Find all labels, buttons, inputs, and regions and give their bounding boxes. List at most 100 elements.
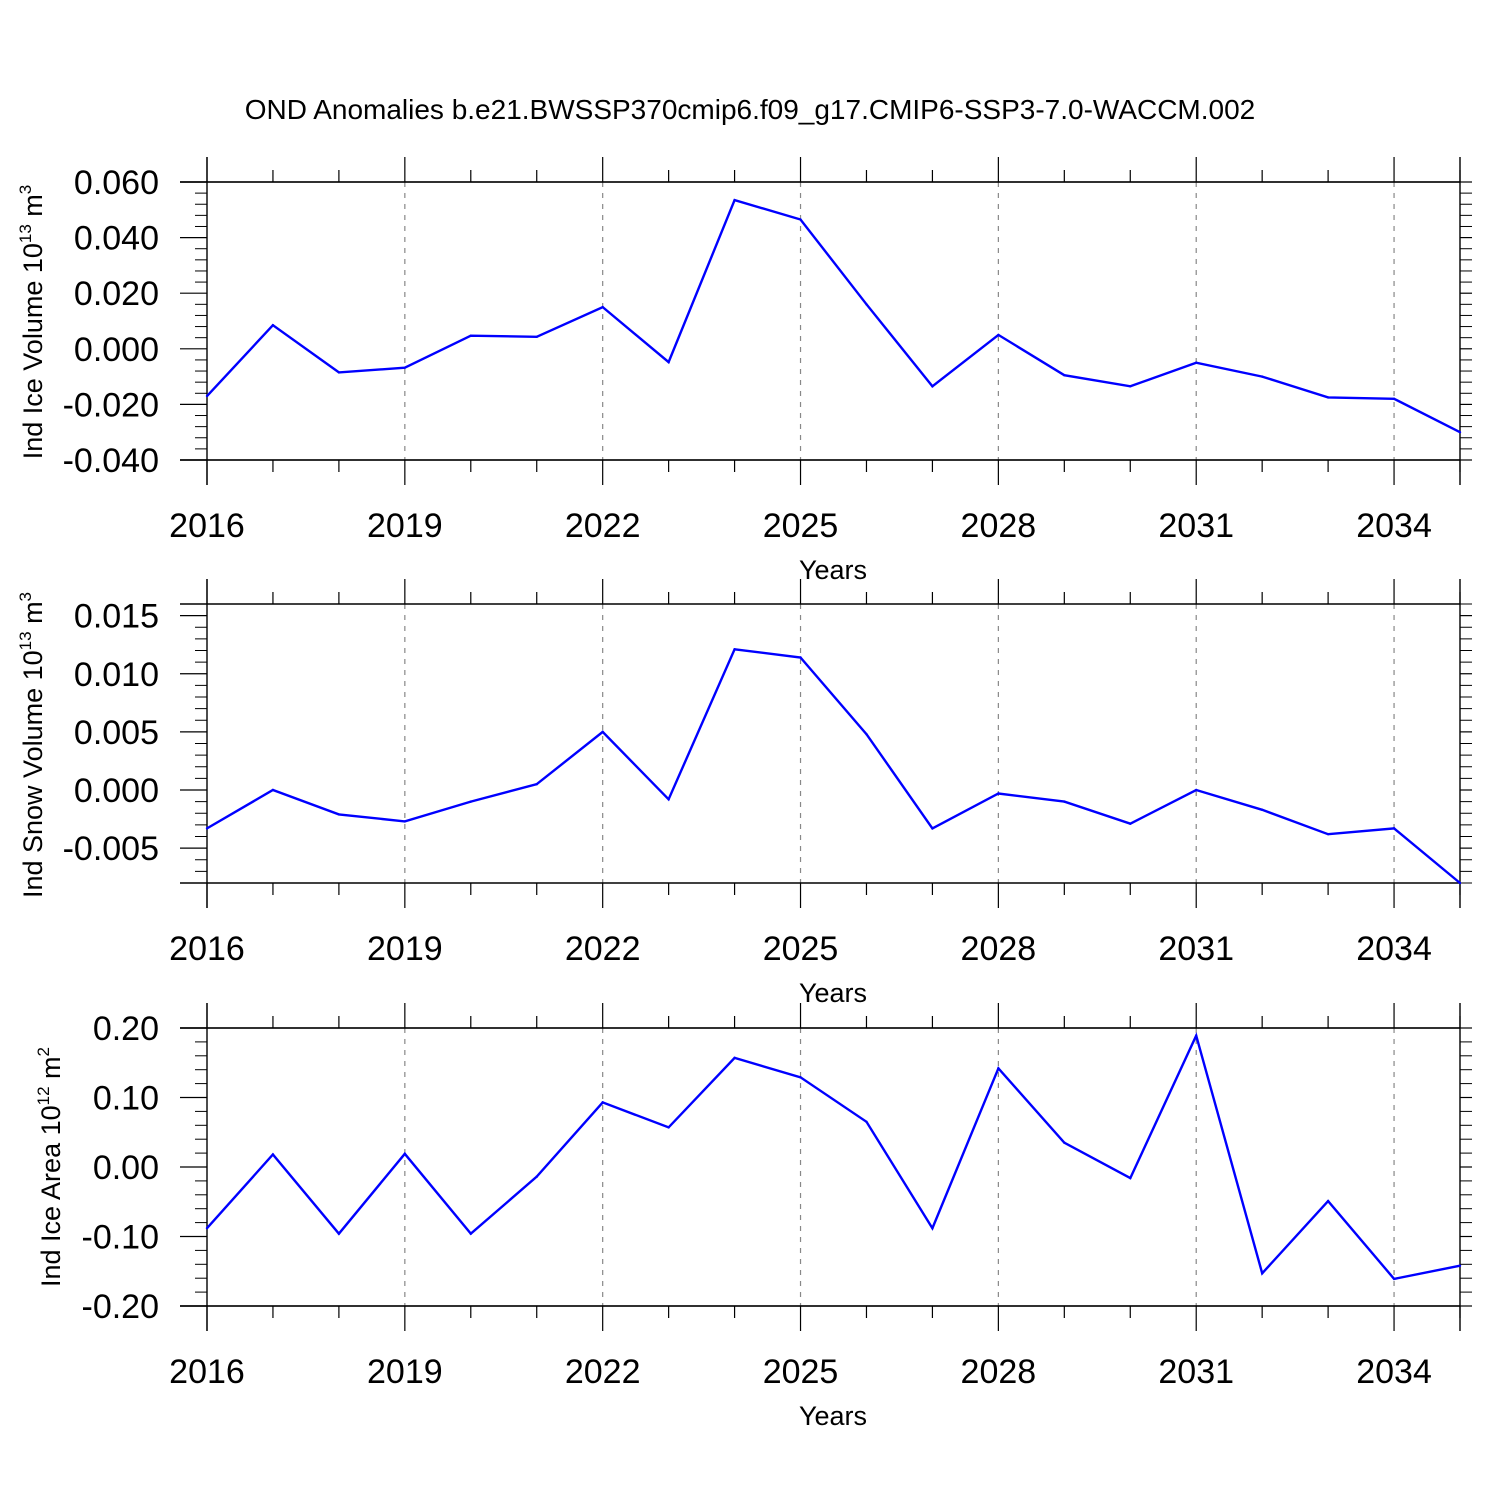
data-point: [667, 798, 670, 801]
data-point: [601, 1101, 604, 1104]
data-point: [865, 303, 868, 306]
data-point: [931, 1226, 934, 1230]
data-point: [205, 394, 209, 398]
data-point: [1195, 788, 1198, 792]
data-point: [1392, 1277, 1396, 1281]
y-tick-label: -0.040: [63, 442, 159, 480]
x-tick-label: 2019: [367, 507, 443, 545]
data-point: [1260, 808, 1264, 811]
x-tick-label: 2031: [1158, 930, 1234, 968]
x-tick-label: 2025: [763, 507, 839, 545]
x-tick-label: 2034: [1356, 1353, 1432, 1391]
y-tick-label: 0.060: [74, 164, 159, 202]
x-tick-label: 2025: [763, 1353, 839, 1391]
data-point: [469, 1232, 472, 1235]
data-point: [337, 371, 341, 374]
y-tick-label: 0.10: [93, 1080, 159, 1118]
data-point: [1260, 375, 1264, 378]
x-tick-label: 2016: [169, 1353, 245, 1391]
data-point: [1458, 431, 1462, 434]
x-tick-label: 2019: [367, 1353, 443, 1391]
data-point: [1063, 374, 1066, 377]
data-point: [205, 1226, 209, 1230]
y-tick-label: 0.00: [93, 1149, 159, 1187]
data-point: [1129, 385, 1132, 388]
data-point: [1326, 1199, 1330, 1203]
data-point: [1392, 827, 1396, 830]
x-tick-label: 2028: [961, 1353, 1037, 1391]
y-axis-label-superscript: 13: [16, 631, 35, 650]
data-point: [271, 1153, 275, 1156]
data-point: [931, 385, 934, 388]
data-point: [733, 648, 736, 651]
data-point: [733, 1056, 736, 1060]
data-point: [1392, 397, 1396, 401]
y-tick-label: 0.015: [74, 598, 159, 636]
x-tick-label: 2022: [565, 930, 641, 968]
series-line: [206, 198, 1461, 434]
data-point: [997, 792, 1000, 795]
x-axis-label: Years: [799, 1401, 867, 1431]
x-tick-label: 2028: [961, 507, 1037, 545]
data-point: [271, 323, 275, 327]
data-point: [799, 1076, 802, 1079]
y-tick-label: 0.000: [74, 331, 159, 369]
data-point: [205, 827, 209, 830]
data-point: [469, 334, 472, 337]
panels: -0.040 -0.020 0.000 0.020 0.040 0.060 2016 2019…: [16, 157, 1472, 1431]
y-axis-label-text: m: [36, 1056, 66, 1086]
x-axis-label: Years: [799, 978, 867, 1008]
y-axis-label-superscript: 3: [16, 592, 35, 601]
x-tick-label: 2022: [565, 1353, 641, 1391]
x-tick-label: 2022: [565, 507, 641, 545]
chart-panel-1: -0.040 -0.020 0.000 0.020 0.040 0.060 2016 2019…: [16, 157, 1472, 585]
y-axis-label: Ind Ice Area 1012 m2: [34, 1047, 66, 1287]
y-axis-label-text: m: [18, 194, 48, 224]
y-axis-label-text: Ind Ice Volume 10: [18, 243, 48, 459]
data-point: [535, 1175, 538, 1178]
y-axis-label-superscript: 2: [34, 1047, 53, 1056]
figure-title: OND Anomalies b.e21.BWSSP370cmip6.f09_g1…: [245, 94, 1256, 125]
series-line: [206, 647, 1461, 884]
y-tick-label: 0.000: [74, 772, 159, 810]
data-point: [1063, 1141, 1066, 1144]
data-point: [1458, 1264, 1462, 1267]
data-point: [865, 733, 868, 736]
x-tick-label: 2031: [1158, 507, 1234, 545]
y-axis-label-text: Ind Snow Volume 10: [18, 650, 48, 898]
x-tick-label: 2016: [169, 507, 245, 545]
data-point: [403, 366, 407, 369]
y-tick-label: -0.20: [82, 1288, 160, 1326]
data-point: [667, 360, 670, 364]
data-point: [997, 1067, 1000, 1070]
data-point: [337, 813, 341, 816]
y-tick-label: 0.005: [74, 714, 159, 752]
data-point: [535, 335, 538, 339]
data-point: [1195, 361, 1198, 364]
data-point: [337, 1232, 341, 1235]
data-point: [271, 788, 275, 792]
x-tick-label: 2034: [1356, 930, 1432, 968]
y-axis-label-superscript: 13: [16, 224, 35, 243]
x-tick-label: 2034: [1356, 507, 1432, 545]
y-tick-label: -0.020: [63, 386, 159, 424]
x-tick-label: 2028: [961, 930, 1037, 968]
chart-panel-3: -0.20 -0.10 0.00 0.10 0.20 2016 2019 2022 2025 20…: [34, 1003, 1472, 1431]
data-point: [601, 305, 604, 309]
data-point: [799, 218, 802, 221]
y-tick-label: -0.005: [63, 830, 159, 868]
y-axis-label-text: m: [18, 601, 48, 631]
data-point: [1326, 832, 1330, 836]
x-tick-label: 2016: [169, 930, 245, 968]
y-axis-label-superscript: 3: [16, 185, 35, 194]
data-point: [667, 1126, 670, 1129]
x-tick-label: 2025: [763, 930, 839, 968]
y-axis-label-text: Ind Ice Area 10: [36, 1105, 66, 1287]
data-point: [997, 333, 1000, 337]
data-point: [535, 782, 538, 786]
data-point: [469, 800, 472, 803]
data-point: [1129, 1176, 1132, 1180]
x-tick-label: 2031: [1158, 1353, 1234, 1391]
y-axis-label: Ind Snow Volume 1013 m3: [16, 592, 48, 898]
chart-panel-2: -0.005 0.000 0.005 0.010 0.015 2016 2019 2022 20…: [16, 579, 1472, 1008]
